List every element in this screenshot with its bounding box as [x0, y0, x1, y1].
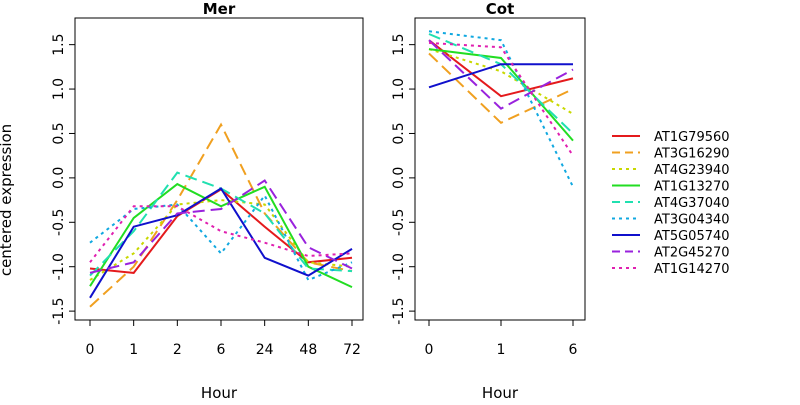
legend-label: AT2G45270	[654, 246, 730, 261]
legend-item: AT4G37040	[612, 196, 730, 211]
legend-item: AT1G79560	[612, 130, 730, 145]
legend-label: AT3G16290	[654, 147, 730, 162]
x-tick-label: 0	[86, 342, 95, 358]
x-tick-label: 48	[299, 342, 317, 358]
panel-title: Mer	[203, 0, 236, 18]
series-line-at3g16290	[428, 52, 574, 124]
series-line-at5g05740	[89, 187, 353, 299]
legend-item: AT3G16290	[612, 147, 730, 162]
panel-mer: Mer -1.5 -1.0 -0.5 0.0 0.5 1.0 1.5 0 1 2 6 24 48 72 Hou…	[51, 0, 364, 402]
x-axis-title: Hour	[201, 384, 238, 400]
y-tick-label: -1.0	[391, 253, 407, 280]
panel-cot: Cot -1.5 -1.0 -0.5 0.0 0.5 1.0 1.5 0 1 6 Hour	[391, 0, 586, 402]
y-tick-label: 0.5	[391, 122, 407, 144]
y-tick-label: -1.5	[51, 297, 67, 324]
series-line-at5g05740	[428, 63, 573, 89]
y-tick-label: 1.5	[391, 34, 407, 56]
panel-title: Cot	[486, 0, 514, 18]
legend-label: AT1G14270	[654, 262, 730, 277]
series-line-at1g79560	[89, 188, 353, 274]
x-tick-label: 1	[497, 342, 506, 358]
y-tick-label: -0.5	[391, 209, 407, 236]
legend-item: AT4G23940	[612, 163, 730, 178]
x-tick-label: 1	[129, 342, 138, 358]
series-line-at2g45270	[89, 179, 353, 274]
y-tick-label: 1.0	[391, 78, 407, 100]
plot-frame	[74, 17, 364, 321]
y-tick-label: 0.5	[51, 122, 67, 144]
x-tick-label: 24	[256, 342, 274, 358]
x-tick-label: 0	[425, 342, 434, 358]
legend-label: AT4G23940	[654, 163, 730, 178]
legend-label: AT1G79560	[654, 130, 730, 145]
series-line-at1g79560	[428, 39, 574, 98]
legend-item: AT3G04340	[612, 213, 730, 228]
legend-item: AT5G05740	[612, 229, 730, 244]
x-tick-label: 2	[173, 342, 182, 358]
legend-label: AT5G05740	[654, 229, 730, 244]
x-tick-label: 6	[569, 342, 578, 358]
series-line-at3g16290	[89, 122, 353, 308]
series-line-at4g23940	[89, 199, 353, 281]
legend-item: AT2G45270	[612, 246, 730, 261]
y-tick-label: 1.5	[51, 34, 67, 56]
y-tick-label: 0.0	[391, 167, 407, 189]
legend-label: AT4G37040	[654, 196, 730, 211]
series-line-at2g45270	[428, 39, 574, 110]
plot-frame	[414, 17, 586, 321]
y-tick-label: 0.0	[51, 167, 67, 189]
series-line-at1g13270	[89, 182, 353, 289]
y-tick-label: -1.5	[391, 297, 407, 324]
series-line-at3g04340	[428, 30, 574, 188]
legend-label: AT1G13270	[654, 180, 730, 195]
series-line-at1g13270	[428, 48, 574, 142]
y-tick-label: -0.5	[51, 209, 67, 236]
chart-panels: Mer -1.5 -1.0 -0.5 0.0 0.5 1.0 1.5 0 1 2 6 24 48 72 Hou…	[51, 0, 586, 402]
legend-label: AT3G04340	[654, 213, 730, 228]
series-line-at1g14270	[428, 41, 574, 157]
legend-item: AT1G13270	[612, 180, 730, 195]
y-tick-label: -1.0	[51, 253, 67, 280]
x-axis-title: Hour	[482, 384, 519, 400]
y-axis-title: centered expression	[0, 124, 15, 276]
series-line-at1g14270	[89, 205, 353, 263]
x-tick-label: 72	[343, 342, 361, 358]
x-tick-label: 6	[217, 342, 226, 358]
legend-item: AT1G14270	[612, 262, 730, 277]
y-tick-label: 1.0	[51, 78, 67, 100]
